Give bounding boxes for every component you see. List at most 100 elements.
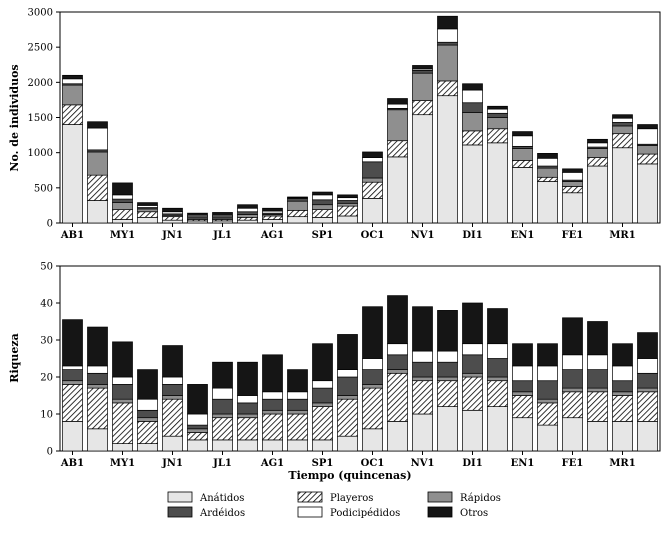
abundance-bar-ardeidos-11: [312, 199, 333, 206]
abundance-bar-anatidos-17: [462, 144, 483, 224]
abundance-bar-playeros-10: [287, 209, 308, 218]
richness-bar-otros-23: [612, 343, 633, 367]
richness-bar-ardeidos-20: [537, 380, 558, 400]
richness-bar-otros-7: [212, 361, 233, 389]
abundance-bar-playeros-21: [562, 186, 583, 194]
richness-y-tick-label: 30: [40, 336, 53, 347]
richness-bar-podicipedidos-4: [137, 398, 158, 411]
richness-bar-anatidos-20: [537, 424, 558, 452]
abundance-bar-podicipedidos-14: [387, 103, 408, 109]
abundance-x-tick-label: FE1: [562, 230, 584, 241]
richness-bar-anatidos-8: [237, 439, 258, 452]
abundance-bar-rapidos-23: [612, 125, 633, 135]
richness-x-tick-label: EN1: [511, 458, 535, 469]
richness-bar-otros-16: [437, 310, 458, 352]
abundance-bar-anatidos-10: [287, 216, 308, 224]
richness-bar-anatidos-15: [412, 413, 433, 452]
richness-bar-otros-14: [387, 295, 408, 345]
richness-bar-playeros-2: [87, 387, 108, 430]
richness-bar-rapidos-18: [487, 376, 508, 382]
abundance-bar-podicipedidos-24: [637, 128, 658, 145]
abundance-bar-rapidos-1: [62, 84, 83, 106]
richness-bar-anatidos-1: [62, 421, 83, 452]
abundance-bar-rapidos-16: [437, 44, 458, 82]
abundance-bar-podicipedidos-23: [612, 117, 633, 123]
abundance-bar-podicipedidos-21: [562, 172, 583, 181]
abundance-bar-playeros-14: [387, 140, 408, 158]
richness-bar-podicipedidos-20: [537, 365, 558, 382]
abundance-bar-otros-17: [462, 83, 483, 91]
richness-bar-podicipedidos-6: [187, 413, 208, 426]
richness-bar-anatidos-22: [587, 421, 608, 452]
richness-bar-rapidos-3: [112, 398, 133, 404]
richness-bar-playeros-13: [362, 387, 383, 430]
abundance-bar-podicipedidos-16: [437, 28, 458, 43]
abundance-bar-rapidos-24: [637, 145, 658, 155]
abundance-bar-playeros-19: [512, 160, 533, 168]
abundance-bar-playeros-1: [62, 104, 83, 125]
abundance-bar-otros-7: [212, 212, 233, 216]
abundance-bar-podicipedidos-17: [462, 89, 483, 104]
richness-bar-podicipedidos-14: [387, 343, 408, 356]
abundance-bar-rapidos-11: [312, 204, 333, 210]
richness-bar-playeros-14: [387, 372, 408, 422]
richness-bar-ardeidos-10: [287, 398, 308, 411]
abundance-bar-otros-13: [362, 151, 383, 158]
abundance-bar-anatidos-16: [437, 95, 458, 224]
richness-bar-podicipedidos-2: [87, 365, 108, 374]
richness-bar-otros-6: [187, 384, 208, 415]
abundance-bar-anatidos-9: [262, 219, 283, 224]
richness-bar-ardeidos-13: [362, 369, 383, 385]
legend-label-anatidos: Anátidos: [199, 493, 244, 504]
abundance-bar-anatidos-24: [637, 163, 658, 224]
richness-bar-playeros-4: [137, 421, 158, 444]
abundance-y-tick-label: 1000: [28, 148, 53, 159]
abundance-bar-otros-2: [87, 121, 108, 129]
abundance-bar-ardeidos-17: [462, 102, 483, 113]
abundance-bar-playeros-20: [537, 176, 558, 182]
richness-bar-rapidos-21: [562, 387, 583, 393]
abundance-bar-otros-4: [137, 202, 158, 206]
richness-x-tick-label: MY1: [110, 458, 135, 469]
richness-bar-playeros-15: [412, 380, 433, 415]
richness-bar-otros-18: [487, 308, 508, 345]
abundance-bar-playeros-3: [112, 209, 133, 220]
abundance-x-tick-label: DI1: [462, 230, 482, 241]
abundance-bar-otros-5: [162, 207, 183, 213]
abundance-bar-rapidos-19: [512, 148, 533, 161]
legend-label-playeros: Playeros: [330, 493, 373, 504]
richness-bar-otros-3: [112, 341, 133, 378]
richness-bar-ardeidos-6: [187, 424, 208, 430]
richness-x-tick-label: AB1: [60, 458, 84, 469]
richness-bar-playeros-18: [487, 380, 508, 407]
abundance-bar-otros-9: [262, 207, 283, 212]
richness-bar-podicipedidos-22: [587, 354, 608, 370]
richness-bar-ardeidos-1: [62, 369, 83, 382]
richness-bar-anatidos-6: [187, 439, 208, 452]
abundance-bar-rapidos-22: [587, 148, 608, 158]
richness-bar-playeros-3: [112, 402, 133, 444]
richness-x-tick-label: OC1: [361, 458, 385, 469]
abundance-x-tick-label: EN1: [511, 230, 535, 241]
abundance-y-tick-label: 2500: [28, 43, 53, 54]
abundance-x-tick-label: OC1: [361, 230, 385, 241]
richness-bar-rapidos-13: [362, 384, 383, 389]
richness-bar-otros-5: [162, 345, 183, 378]
richness-bar-anatidos-14: [387, 421, 408, 452]
richness-bar-playeros-19: [512, 395, 533, 419]
richness-bar-otros-4: [137, 369, 158, 400]
richness-bar-otros-17: [462, 302, 483, 345]
abundance-bar-playeros-22: [587, 157, 608, 167]
richness-bar-playeros-23: [612, 395, 633, 422]
abundance-y-tick-label: 3000: [28, 8, 53, 19]
richness-bar-rapidos-22: [587, 387, 608, 393]
richness-bar-playeros-7: [212, 417, 233, 441]
richness-bar-rapidos-15: [412, 376, 433, 382]
abundance-bar-playeros-24: [637, 153, 658, 165]
richness-bar-anatidos-7: [212, 439, 233, 452]
richness-bar-playeros-1: [62, 384, 83, 422]
abundance-x-tick-label: AB1: [60, 230, 84, 241]
richness-x-tick-label: JL1: [212, 458, 232, 469]
abundance-bar-ardeidos-13: [362, 161, 383, 179]
abundance-bar-anatidos-12: [337, 215, 358, 224]
